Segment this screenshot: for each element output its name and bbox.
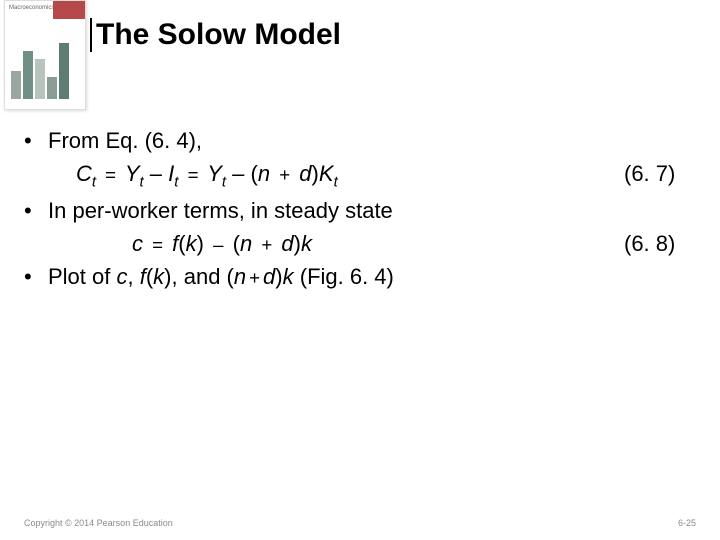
eq2-expression: c = f(k) – (n + d)k: [132, 227, 624, 260]
bullet-2: • In per-worker terms, in steady state: [24, 194, 696, 227]
bullet-dot: •: [24, 194, 48, 227]
slide-title: The Solow Model: [90, 18, 341, 52]
equation-6-7: Ct = Yt – It = Yt – (n + d)Kt (6. 7): [76, 157, 696, 194]
bullet-3-text: Plot of c, f(k), and (n+d)k (Fig. 6. 4): [48, 260, 394, 293]
equation-6-8: c = f(k) – (n + d)k (6. 8): [132, 227, 696, 260]
thumb-title: Macroeconomics: [9, 5, 54, 11]
bullet-1: • From Eq. (6. 4),: [24, 124, 696, 157]
slide-footer: Copyright © 2014 Pearson Education 6-25: [24, 518, 696, 528]
bullet-dot: •: [24, 260, 48, 293]
bullet-2-text: In per-worker terms, in steady state: [48, 194, 393, 227]
book-thumbnail: Macroeconomics: [4, 0, 86, 110]
page-number: 6-25: [678, 518, 696, 528]
eq2-number: (6. 8): [624, 227, 696, 260]
bullet-dot: •: [24, 124, 48, 157]
eq1-expression: Ct = Yt – It = Yt – (n + d)Kt: [76, 157, 624, 194]
eq1-number: (6. 7): [624, 157, 696, 194]
slide-content: • From Eq. (6. 4), Ct = Yt – It = Yt – (…: [24, 124, 696, 293]
bullet-1-text: From Eq. (6. 4),: [48, 124, 202, 157]
bullet-3: • Plot of c, f(k), and (n+d)k (Fig. 6. 4…: [24, 260, 696, 293]
copyright-text: Copyright © 2014 Pearson Education: [24, 518, 173, 528]
thumb-bars: [11, 43, 69, 99]
thumb-corner: [53, 1, 85, 19]
